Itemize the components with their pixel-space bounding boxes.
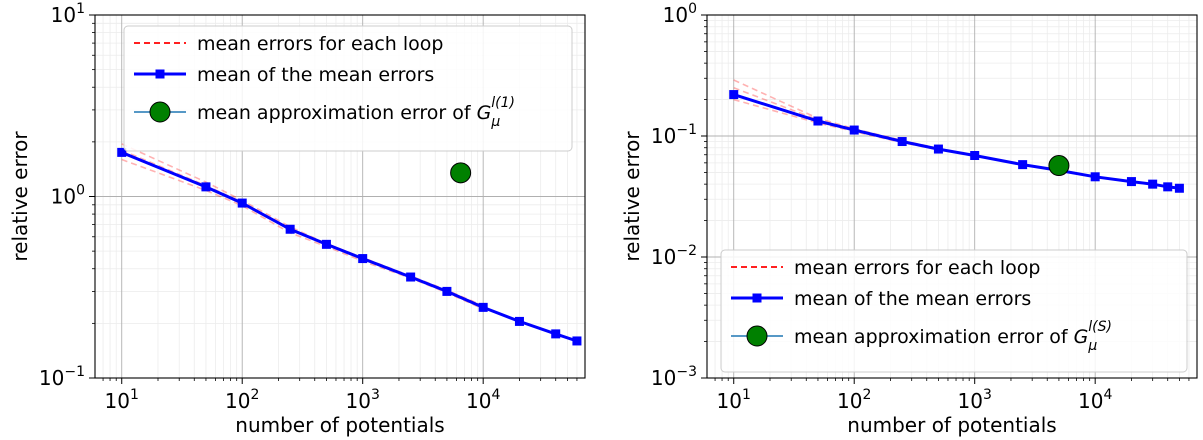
x-tick-label: 104: [466, 387, 500, 413]
left-chart: 101 102 103 104 10−1 100 101 number of potentia…: [8, 1, 586, 437]
plot-area: [117, 143, 582, 346]
legend-label: mean of the mean errors: [197, 64, 434, 86]
legend-label: mean approximation error of Gμl(S): [794, 319, 1112, 354]
mean-error-marker: [1174, 183, 1184, 193]
approximation-error-point: [450, 162, 472, 184]
y-tick-label: 100: [663, 1, 697, 27]
y-tick-label: 10−1: [39, 364, 85, 390]
right-chart: 101 102 103 104 10−3 10−2 10−1 100 number of pot…: [620, 1, 1198, 437]
mean-error-marker: [970, 150, 980, 160]
legend-circle-marker: [149, 101, 171, 123]
mean-error-marker: [933, 144, 943, 154]
mean-error-marker: [442, 286, 452, 296]
legend: mean errors for each loop mean of the mea…: [720, 249, 1188, 373]
mean-error-marker: [237, 198, 247, 208]
mean-error-marker: [1018, 160, 1028, 170]
mean-error-marker: [514, 316, 524, 326]
mean-error-marker: [813, 116, 823, 126]
mean-error-marker: [321, 239, 331, 249]
x-tick-label: 103: [958, 387, 992, 413]
legend-square-marker: [752, 293, 762, 303]
legend-circle-marker: [746, 325, 768, 347]
x-tick-label: 101: [105, 387, 139, 413]
mean-error-marker: [551, 329, 561, 339]
mean-error-marker: [897, 137, 907, 147]
plot-area: [729, 79, 1184, 193]
x-tick-label: 103: [346, 387, 380, 413]
x-tick-label: 102: [225, 387, 259, 413]
mean-error-marker: [1148, 179, 1158, 189]
approximation-error-point: [1048, 155, 1070, 177]
y-tick-label: 10−3: [651, 364, 697, 390]
y-tick-label: 100: [51, 183, 85, 209]
y-axis-label: relative error: [620, 131, 644, 262]
mean-error-line: [121, 151, 578, 343]
x-axis-label: number of potentials: [235, 413, 444, 437]
legend-label: mean errors for each loop: [197, 33, 443, 55]
legend-label: mean errors for each loop: [794, 257, 1040, 279]
y-tick-label: 101: [51, 1, 85, 27]
mean-error-marker: [478, 302, 488, 312]
y-tick-label: 10−1: [651, 122, 697, 148]
legend-label: mean of the mean errors: [794, 288, 1031, 310]
mean-error-marker: [358, 254, 368, 264]
mean-error-marker: [572, 336, 582, 346]
mean-error-marker: [406, 272, 416, 282]
mean-error-marker: [117, 147, 127, 157]
loop-error-line: [733, 87, 939, 150]
mean-error-marker: [201, 182, 211, 192]
mean-error-marker: [1163, 182, 1173, 192]
plot-frame: [706, 14, 1198, 379]
mean-error-marker: [729, 90, 739, 100]
mean-error-marker: [849, 125, 859, 135]
mean-error-marker: [285, 224, 295, 234]
mean-error-marker: [1090, 172, 1100, 182]
x-axis-label: number of potentials: [847, 413, 1056, 437]
x-tick-label: 104: [1078, 387, 1112, 413]
x-tick-label: 101: [717, 387, 751, 413]
legend-label: mean approximation error of Gμl(1): [197, 95, 515, 130]
legend: mean errors for each loop mean of the mea…: [123, 25, 573, 152]
y-axis-label: relative error: [8, 131, 32, 262]
y-tick-label: 10−2: [651, 243, 697, 269]
x-tick-label: 102: [837, 387, 871, 413]
legend-square-marker: [155, 69, 165, 79]
mean-error-marker: [1126, 177, 1136, 187]
loop-error-line: [733, 79, 939, 150]
